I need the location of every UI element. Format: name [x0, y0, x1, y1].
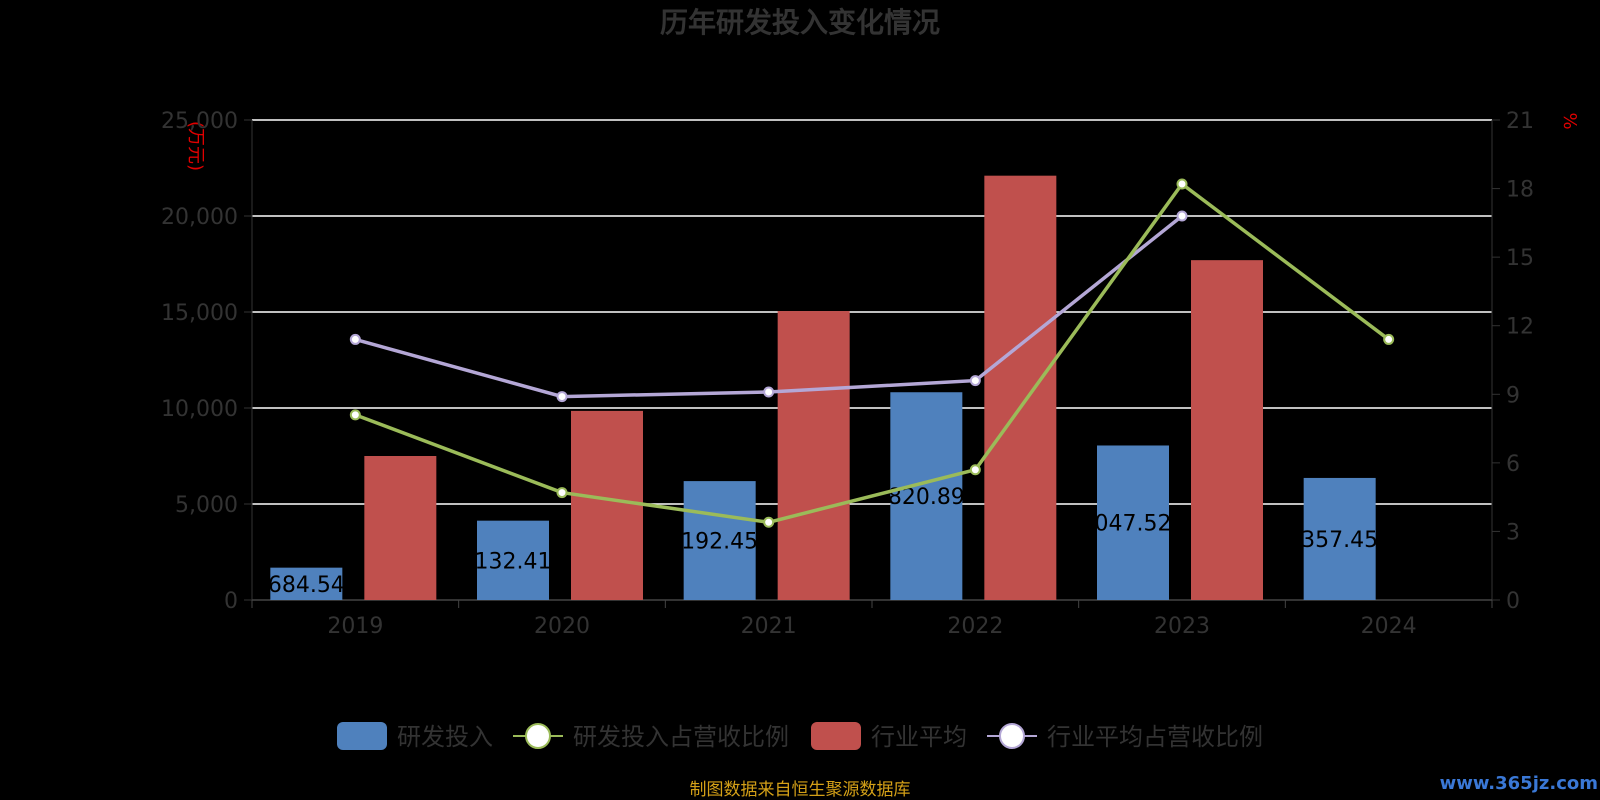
x-tick-label: 2020	[534, 614, 590, 639]
left-tick-label: 25,000	[161, 109, 238, 134]
bar	[683, 481, 756, 600]
bar	[1191, 260, 1263, 600]
legend-swatch	[337, 722, 387, 750]
x-tick-label: 2021	[741, 614, 797, 639]
right-tick-label: 15	[1506, 246, 1534, 271]
grid-lines	[252, 119, 1492, 505]
data-point	[763, 516, 775, 528]
bar	[1303, 477, 1376, 600]
right-tick-label: 0	[1506, 589, 1520, 614]
data-point	[349, 333, 361, 345]
x-tick-label: 2023	[1154, 614, 1210, 639]
bar	[270, 567, 343, 600]
watermark: www.365jz.com	[1440, 773, 1598, 794]
bar	[477, 520, 549, 600]
bar	[571, 410, 643, 600]
left-tick-label: 15,000	[161, 301, 238, 326]
axes: 0 5,000 10,000 15,000 20,000 25,000 0 3 6 9 12 15 18…	[161, 109, 1534, 639]
data-point	[969, 375, 981, 387]
bar	[984, 175, 1057, 600]
legend-swatch	[811, 722, 861, 750]
data-point	[1383, 333, 1395, 345]
bar-data-label: 047.52	[1095, 512, 1172, 537]
bar-data-label: 132.41	[475, 549, 552, 574]
legend-marker	[999, 723, 1025, 749]
x-tick-label: 2024	[1361, 614, 1417, 639]
right-tick-label: 9	[1506, 383, 1520, 408]
legend: 研发投入 研发投入占营收比例 行业平均 行业平均占营收比例	[337, 722, 1263, 751]
data-point	[349, 409, 361, 421]
bar	[1097, 445, 1169, 600]
x-tick-label: 2019	[327, 614, 383, 639]
right-tick-label: 3	[1506, 520, 1520, 545]
data-point	[763, 386, 775, 398]
legend-label: 行业平均占营收比例	[1047, 723, 1263, 751]
bar	[777, 311, 850, 600]
source-note: 制图数据来自恒生聚源数据库	[690, 780, 911, 800]
right-axis-unit: %	[1559, 112, 1580, 129]
lines-layer	[349, 178, 1395, 528]
legend-marker	[525, 723, 551, 749]
chart-title: 历年研发投入变化情况	[660, 6, 940, 39]
left-tick-label: 10,000	[161, 397, 238, 422]
left-tick-label: 20,000	[161, 205, 238, 230]
x-tick-label: 2022	[947, 614, 1003, 639]
data-point	[556, 391, 568, 403]
bar-data-label: 357.45	[1301, 528, 1378, 553]
series-line	[354, 214, 1184, 399]
bar-data-label: 192.45	[681, 530, 758, 555]
left-tick-label: 0	[224, 589, 238, 614]
legend-label: 研发投入占营收比例	[573, 723, 789, 751]
series-line	[354, 181, 1390, 525]
data-point	[1176, 210, 1188, 222]
data-point	[1176, 178, 1188, 190]
right-tick-label: 12	[1506, 315, 1534, 340]
legend-label: 研发投入	[397, 723, 493, 751]
bar-data-label: 684.54	[268, 573, 345, 598]
bar	[890, 392, 963, 600]
left-axis-unit: (万元)	[185, 121, 206, 171]
bar	[364, 456, 437, 600]
legend-label: 行业平均	[871, 723, 967, 751]
data-point	[556, 487, 568, 499]
right-tick-label: 18	[1506, 178, 1534, 203]
right-tick-label: 6	[1506, 452, 1520, 477]
right-tick-label: 21	[1506, 109, 1534, 134]
data-point	[969, 464, 981, 476]
left-tick-label: 5,000	[175, 493, 238, 518]
